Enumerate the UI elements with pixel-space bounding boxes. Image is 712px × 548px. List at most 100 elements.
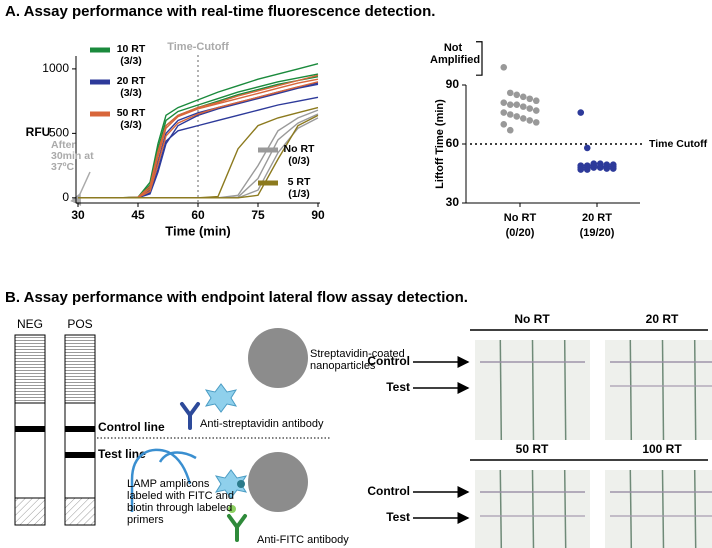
liftoff-point: [532, 107, 540, 114]
antibody: [227, 514, 247, 542]
fitc: [228, 505, 236, 513]
anti-fitc-label: Anti-FITC antibody: [257, 534, 349, 546]
x-tick-label: 30: [71, 208, 85, 222]
x-tick-label: 75: [251, 208, 265, 222]
lfa-panel-label: 100 RT: [642, 442, 682, 456]
row-label: Control: [367, 484, 410, 498]
liftoff-point: [603, 165, 611, 172]
liftoff-point: [532, 119, 540, 126]
y-tick-label: 30: [446, 195, 460, 209]
legend-label: 10 RT (3/3): [116, 43, 146, 67]
strip-edge: [563, 339, 567, 441]
test-band: [65, 452, 95, 458]
strip-pad: [64, 334, 96, 404]
not-amplified-label: Not Amplified: [430, 41, 481, 66]
x-tick-label: 90: [311, 208, 325, 222]
legend-label: 50 RT (3/3): [116, 107, 146, 131]
liftoff-point: [500, 99, 508, 106]
strip-edge: [531, 339, 535, 441]
control-band: [15, 426, 45, 432]
liftoff-point: [513, 113, 521, 120]
liftoff-point: [526, 105, 534, 112]
anti-streptavidin-label: Anti-streptavidin antibody: [200, 418, 324, 430]
strip-edge: [531, 469, 535, 548]
threshold-label: Time Cutoff: [649, 138, 708, 150]
strip-edge: [499, 469, 503, 548]
category-label: 20 RT (19/20): [579, 212, 615, 239]
liftoff-point: [500, 121, 508, 128]
liftoff-point: [519, 103, 527, 110]
liftoff-point: [590, 164, 598, 171]
y-tick-label: 500: [49, 126, 69, 140]
nanoparticle: [248, 452, 308, 512]
cutoff-label: Time-Cutoff: [167, 41, 229, 53]
lfa-panel-label: 50 RT: [516, 442, 549, 456]
liftoff-point: [500, 64, 508, 71]
liftoff-point: [519, 93, 527, 101]
liftoff-point: [506, 126, 514, 134]
lfa-panel-label: 20 RT: [646, 312, 679, 326]
y-tick-label: 60: [446, 136, 460, 150]
annotation: After 30min at 37ºC: [51, 139, 94, 173]
amplicon: [130, 448, 192, 512]
liftoff-point: [513, 91, 521, 99]
streptavidin: [214, 469, 248, 499]
y-axis-title: Liftoff Time (min): [434, 99, 446, 189]
x-tick-label: 45: [131, 208, 145, 222]
liftoff-point: [577, 166, 585, 173]
liftoff-point: [519, 115, 527, 122]
y-tick-label: 1000: [42, 61, 69, 75]
strip-pad: [64, 497, 96, 526]
nanoparticle: [248, 328, 308, 388]
liftoff-point: [609, 165, 617, 172]
liftoff-point: [583, 144, 591, 152]
streptavidin: [204, 383, 238, 413]
legend-label: No RT (0/3): [283, 143, 315, 167]
row-label: Test: [386, 510, 410, 524]
strip-edge: [629, 469, 633, 548]
panel-b-title: B. Assay performance with endpoint later…: [5, 289, 468, 306]
liftoff-point: [513, 101, 521, 108]
strip-label: NEG: [17, 317, 43, 331]
strip-label: POS: [67, 317, 92, 331]
strip-edge: [661, 339, 665, 441]
liftoff-point: [526, 117, 534, 124]
category-label: No RT (0/20): [503, 212, 537, 239]
liftoff-point: [583, 166, 591, 173]
row-label: Control: [367, 354, 410, 368]
strip-pad: [14, 334, 46, 404]
y-tick-label: 90: [446, 77, 460, 91]
amplicon: [158, 451, 197, 463]
y-tick-label: 0: [62, 190, 69, 204]
strip-edge: [499, 339, 503, 441]
annotation-arrow: [70, 171, 91, 207]
liftoff-point: [506, 89, 514, 97]
y-axis-title: RFU: [26, 125, 51, 139]
liftoff-point: [506, 111, 514, 118]
control-line-label: Control line: [98, 420, 165, 434]
liftoff-point: [526, 95, 534, 103]
strip-edge: [693, 469, 697, 548]
nanoparticles-label: Streptavidin-coated nanoparticles: [310, 348, 405, 372]
liftoff-point: [577, 109, 585, 116]
liftoff-point: [506, 101, 514, 108]
rfu-curve: [78, 114, 319, 199]
panel-a-title: A. Assay performance with real-time fluo…: [5, 3, 435, 20]
antibody: [180, 402, 200, 430]
biotin: [237, 480, 245, 488]
x-axis-title: Time (min): [165, 223, 231, 238]
not-amplified-bracket: [476, 41, 483, 76]
legend-label: 20 RT (3/3): [116, 75, 146, 99]
strip-edge: [693, 339, 697, 441]
lfa-panel-label: No RT: [514, 312, 550, 326]
x-tick-label: 60: [191, 208, 205, 222]
control-band: [65, 426, 95, 432]
strip-edge: [661, 469, 665, 548]
amplicons-label: LAMP amplicons labeled with FITC and bio…: [127, 478, 234, 526]
strip-edge: [563, 469, 567, 548]
strip-edge: [629, 339, 633, 441]
liftoff-point: [500, 109, 508, 116]
liftoff-point: [596, 164, 604, 171]
